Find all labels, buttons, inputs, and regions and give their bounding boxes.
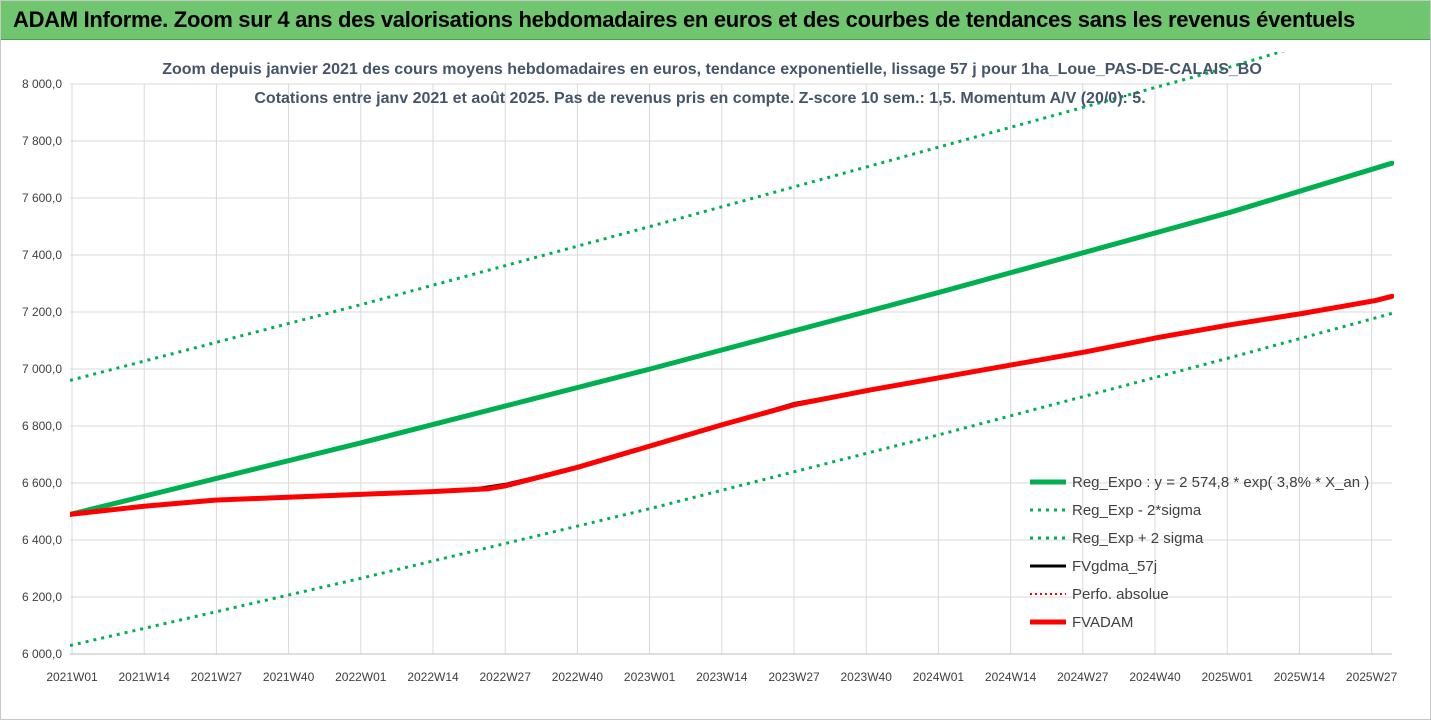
series-line-4 (70, 295, 1393, 516)
chart-subtitle: Cotations entre janv 2021 et août 2025. … (254, 90, 1145, 107)
y-tick-label: 6 800,0 (22, 419, 62, 433)
x-tick-label: 2022W27 (480, 670, 532, 684)
series-line-2 (70, 52, 1286, 382)
legend: Reg_Expo : y = 2 574,8 * exp( 3,8% * X_a… (1030, 474, 1369, 631)
y-tick-label: 7 000,0 (22, 362, 62, 376)
x-tick-label: 2023W40 (841, 670, 893, 684)
x-tick-label: 2024W01 (913, 670, 965, 684)
y-tick-label: 6 000,0 (22, 647, 62, 661)
y-tick-label: 6 600,0 (22, 476, 62, 490)
legend-label: Perfo. absolue (1072, 586, 1169, 603)
chart-title: Zoom depuis janvier 2021 des cours moyen… (162, 61, 1262, 78)
legend-label: Reg_Exp + 2 sigma (1072, 530, 1204, 547)
y-tick-label: 8 000,0 (22, 77, 62, 91)
y-tick-label: 7 600,0 (22, 191, 62, 205)
series-line-1 (70, 311, 1393, 647)
x-tick-label: 2022W14 (407, 670, 459, 684)
banner-title: ADAM Informe. Zoom sur 4 ans des valoris… (13, 7, 1355, 32)
legend-label: FVgdma_57j (1072, 558, 1157, 575)
legend-label: Reg_Exp - 2*sigma (1072, 502, 1202, 519)
x-tick-label: 2021W01 (46, 670, 98, 684)
legend-label: Reg_Expo : y = 2 574,8 * exp( 3,8% * X_a… (1072, 474, 1369, 491)
x-tick-label: 2023W01 (624, 670, 676, 684)
x-tick-label: 2023W14 (696, 670, 748, 684)
x-tick-label: 2024W14 (985, 670, 1037, 684)
x-tick-label: 2025W14 (1274, 670, 1326, 684)
x-tick-label: 2022W01 (335, 670, 387, 684)
x-tick-label: 2023W27 (768, 670, 820, 684)
x-tick-label: 2024W40 (1129, 670, 1181, 684)
x-tick-label: 2022W40 (552, 670, 604, 684)
y-tick-label: 7 200,0 (22, 305, 62, 319)
y-tick-label: 7 800,0 (22, 134, 62, 148)
x-tick-label: 2021W14 (119, 670, 171, 684)
x-tick-label: 2024W27 (1057, 670, 1109, 684)
y-tick-label: 7 400,0 (22, 248, 62, 262)
legend-label: FVADAM (1072, 614, 1133, 631)
x-tick-label: 2021W40 (263, 670, 315, 684)
y-tick-label: 6 200,0 (22, 590, 62, 604)
banner: ADAM Informe. Zoom sur 4 ans des valoris… (1, 1, 1430, 40)
x-tick-label: 2025W01 (1202, 670, 1254, 684)
x-tick-label: 2021W27 (191, 670, 243, 684)
x-tick-label: 2025W27 (1346, 670, 1398, 684)
series-line-0 (70, 160, 1394, 517)
y-tick-label: 6 400,0 (22, 533, 62, 547)
